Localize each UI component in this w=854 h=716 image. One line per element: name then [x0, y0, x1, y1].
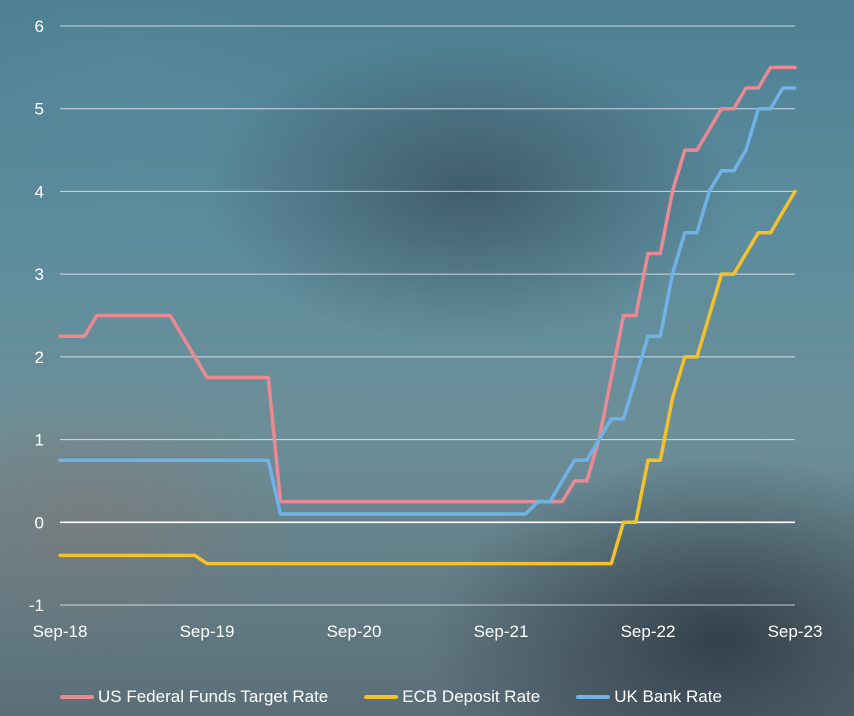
y-tick-label: 2	[35, 348, 44, 367]
legend-item-ecb: ECB Deposit Rate	[364, 687, 540, 707]
ecb-deposit-line	[58, 189, 797, 566]
legend: US Federal Funds Target Rate ECB Deposit…	[60, 684, 840, 710]
y-tick-label: 3	[35, 265, 44, 284]
y-axis-tick-labels: -1 0 1 2 3 4 5 6	[29, 17, 44, 615]
y-tick-label: 0	[35, 513, 44, 532]
legend-swatch-uk	[576, 695, 611, 699]
legend-label-ecb: ECB Deposit Rate	[402, 687, 541, 706]
legend-swatch-us	[60, 695, 94, 699]
legend-item-us: US Federal Funds Target Rate	[60, 687, 328, 707]
y-tick-label: 1	[35, 431, 44, 450]
x-tick-label: Sep-23	[768, 622, 823, 641]
legend-label-us: US Federal Funds Target Rate	[98, 687, 329, 706]
y-tick-label: 4	[35, 182, 44, 201]
y-tick-label: -1	[29, 596, 44, 615]
x-tick-label: Sep-19	[180, 622, 235, 641]
y-tick-label: 6	[35, 17, 44, 36]
x-tick-label: Sep-22	[621, 622, 676, 641]
legend-item-uk: UK Bank Rate	[576, 687, 722, 707]
gridlines	[60, 25, 795, 606]
rates-chart: -1 0 1 2 3 4 5 6 Sep-18 Sep-19 Sep-20 Sep-21 Sep-22…	[29, 17, 823, 641]
x-tick-label: Sep-18	[33, 622, 88, 641]
legend-label-uk: UK Bank Rate	[614, 687, 722, 706]
x-axis-tick-labels: Sep-18 Sep-19 Sep-20 Sep-21 Sep-22 Sep-23	[33, 622, 823, 641]
us-fed-funds-line	[58, 65, 797, 504]
uk-bank-rate-line	[58, 86, 797, 516]
x-tick-label: Sep-20	[327, 622, 382, 641]
y-tick-label: 5	[35, 100, 44, 119]
series-lines	[58, 65, 797, 566]
x-tick-label: Sep-21	[474, 622, 529, 641]
legend-swatch-ecb	[364, 695, 399, 699]
